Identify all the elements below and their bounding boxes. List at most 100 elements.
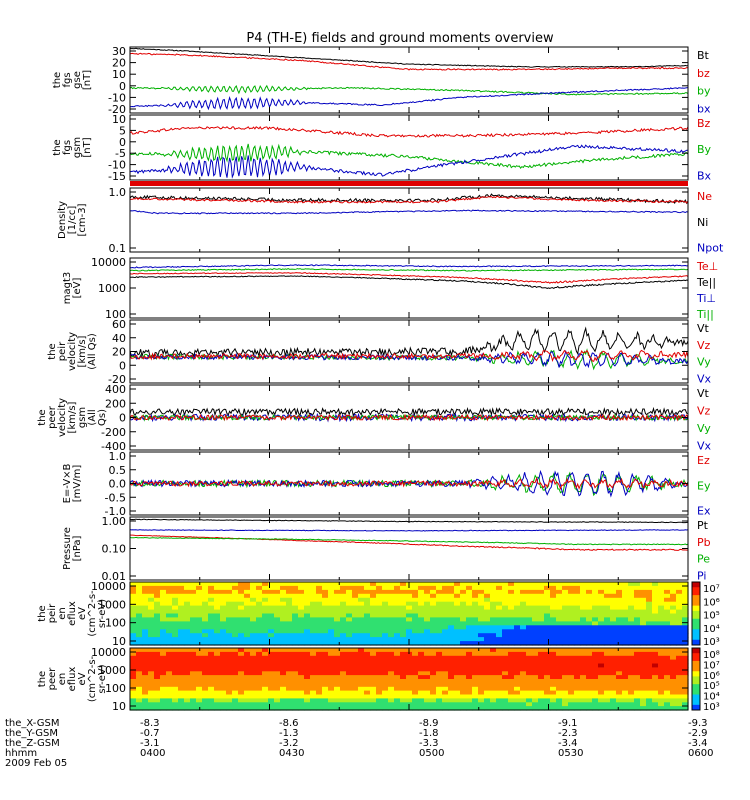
spectrogram-cell [556,621,563,626]
spectrogram-cell [166,589,173,595]
spectrogram-cell [358,686,365,692]
spectrogram-cell [616,629,623,634]
spectrogram-cell [196,694,203,699]
spectrogram-cell [682,659,689,665]
spectrogram-cell [328,601,335,607]
spectrogram-cell [490,671,497,676]
spectrogram-cell [514,679,521,684]
spectrogram-cell [292,679,299,684]
spectrogram-cell [562,702,569,707]
spectrogram-cell [466,659,473,665]
spectrogram-cell [376,663,383,668]
spectrogram-cell [352,706,359,711]
spectrogram-cell [250,651,257,657]
spectrogram-cell [208,641,215,646]
spectrogram-cell [172,679,179,684]
spectrogram-cell [622,651,629,657]
spectrogram-cell [316,706,323,711]
spectrogram-cell [388,605,395,611]
spectrogram-cell [628,648,635,653]
spectrogram-cell [148,686,155,692]
spectrogram-cell [472,690,479,696]
spectrogram-cell [442,621,449,626]
spectrogram-cell [322,633,329,638]
spectrogram-cell [520,682,527,688]
spectrogram-cell [580,698,587,703]
spectrogram-cell [160,589,167,595]
spectrogram-cell [136,682,143,688]
spectrogram-cell [256,648,263,653]
y-tick-label: -400 [101,440,126,453]
colorbar-tick-label: 10³ [703,637,720,648]
spectrogram-cell [436,702,443,707]
spectrogram-cell [190,659,197,665]
spectrogram-cell [448,601,455,607]
spectrogram-cell [274,682,281,688]
spectrogram-cell [154,593,161,599]
spectrogram-cell [538,702,545,707]
spectrogram-cell [292,702,299,707]
spectrogram-cell [406,613,413,618]
spectrogram-cell [634,679,641,684]
spectrogram-cell [298,629,305,634]
y-tick-label: 10 [112,68,126,81]
spectrogram-cell [484,675,491,680]
spectrogram-cell [670,589,677,595]
spectrogram-cell [202,613,209,618]
y-axis-label-line: Pressure [62,527,73,570]
spectrogram-cell [292,667,299,672]
spectrogram-cell [592,690,599,696]
spectrogram-cell [400,690,407,696]
series-line-Pb [129,534,689,551]
spectrogram-cell [508,659,515,665]
spectrogram-cell [442,702,449,707]
colorbar-segment [692,603,700,607]
spectrogram-cell [310,641,317,646]
spectrogram-cell [316,694,323,699]
spectrogram-cell [448,648,455,653]
spectrogram-cell [472,617,479,622]
colorbar-tick-label: 10⁷ [703,584,720,595]
spectrogram-cell [274,609,281,615]
spectrogram-cell [418,601,425,607]
spectrogram-cell [598,682,605,688]
spectrogram-cell [358,679,365,684]
spectrogram-cell [238,637,245,642]
spectrogram-cell [532,585,539,591]
spectrogram-cell [166,621,173,626]
spectrogram-cell [562,585,569,591]
spectrogram-cell [628,597,635,603]
spectrogram-cell [394,686,401,692]
colorbar-segment [692,613,700,617]
spectrogram-cell [418,613,425,618]
spectrogram-cell [394,655,401,661]
spectrogram-cell [496,589,503,595]
spectrogram-cell [286,609,293,615]
spectrogram-cell [436,585,443,591]
spectrogram-cell [280,597,287,603]
spectrogram-cell [328,582,335,587]
spectrogram-cell [154,682,161,688]
spectrogram-cell [436,609,443,615]
spectrogram-cell [388,679,395,684]
spectrogram-cell [532,621,539,626]
spectrogram-cell [208,675,215,680]
spectrogram-cell [508,589,515,595]
spectrogram-cell [670,694,677,699]
spectrogram-cell [298,621,305,626]
spectrogram-cell [190,702,197,707]
spectrogram-cell [400,617,407,622]
colorbar-tick-label: 10⁵ [703,681,720,692]
spectrogram-cell [178,682,185,688]
y-axis-label-line: (cm^2-s- [87,590,98,637]
spectrogram-cell [670,621,677,626]
spectrogram-cell [490,593,497,599]
spectrogram-cell [568,706,575,711]
spectrogram-cell [352,648,359,653]
spectrogram-cell [616,597,623,603]
spectrogram-cell [628,585,635,591]
spectrogram-cell [658,667,665,672]
spectrogram-cell [568,609,575,615]
spectrogram-cell [616,702,623,707]
spectrogram-cell [508,655,515,661]
